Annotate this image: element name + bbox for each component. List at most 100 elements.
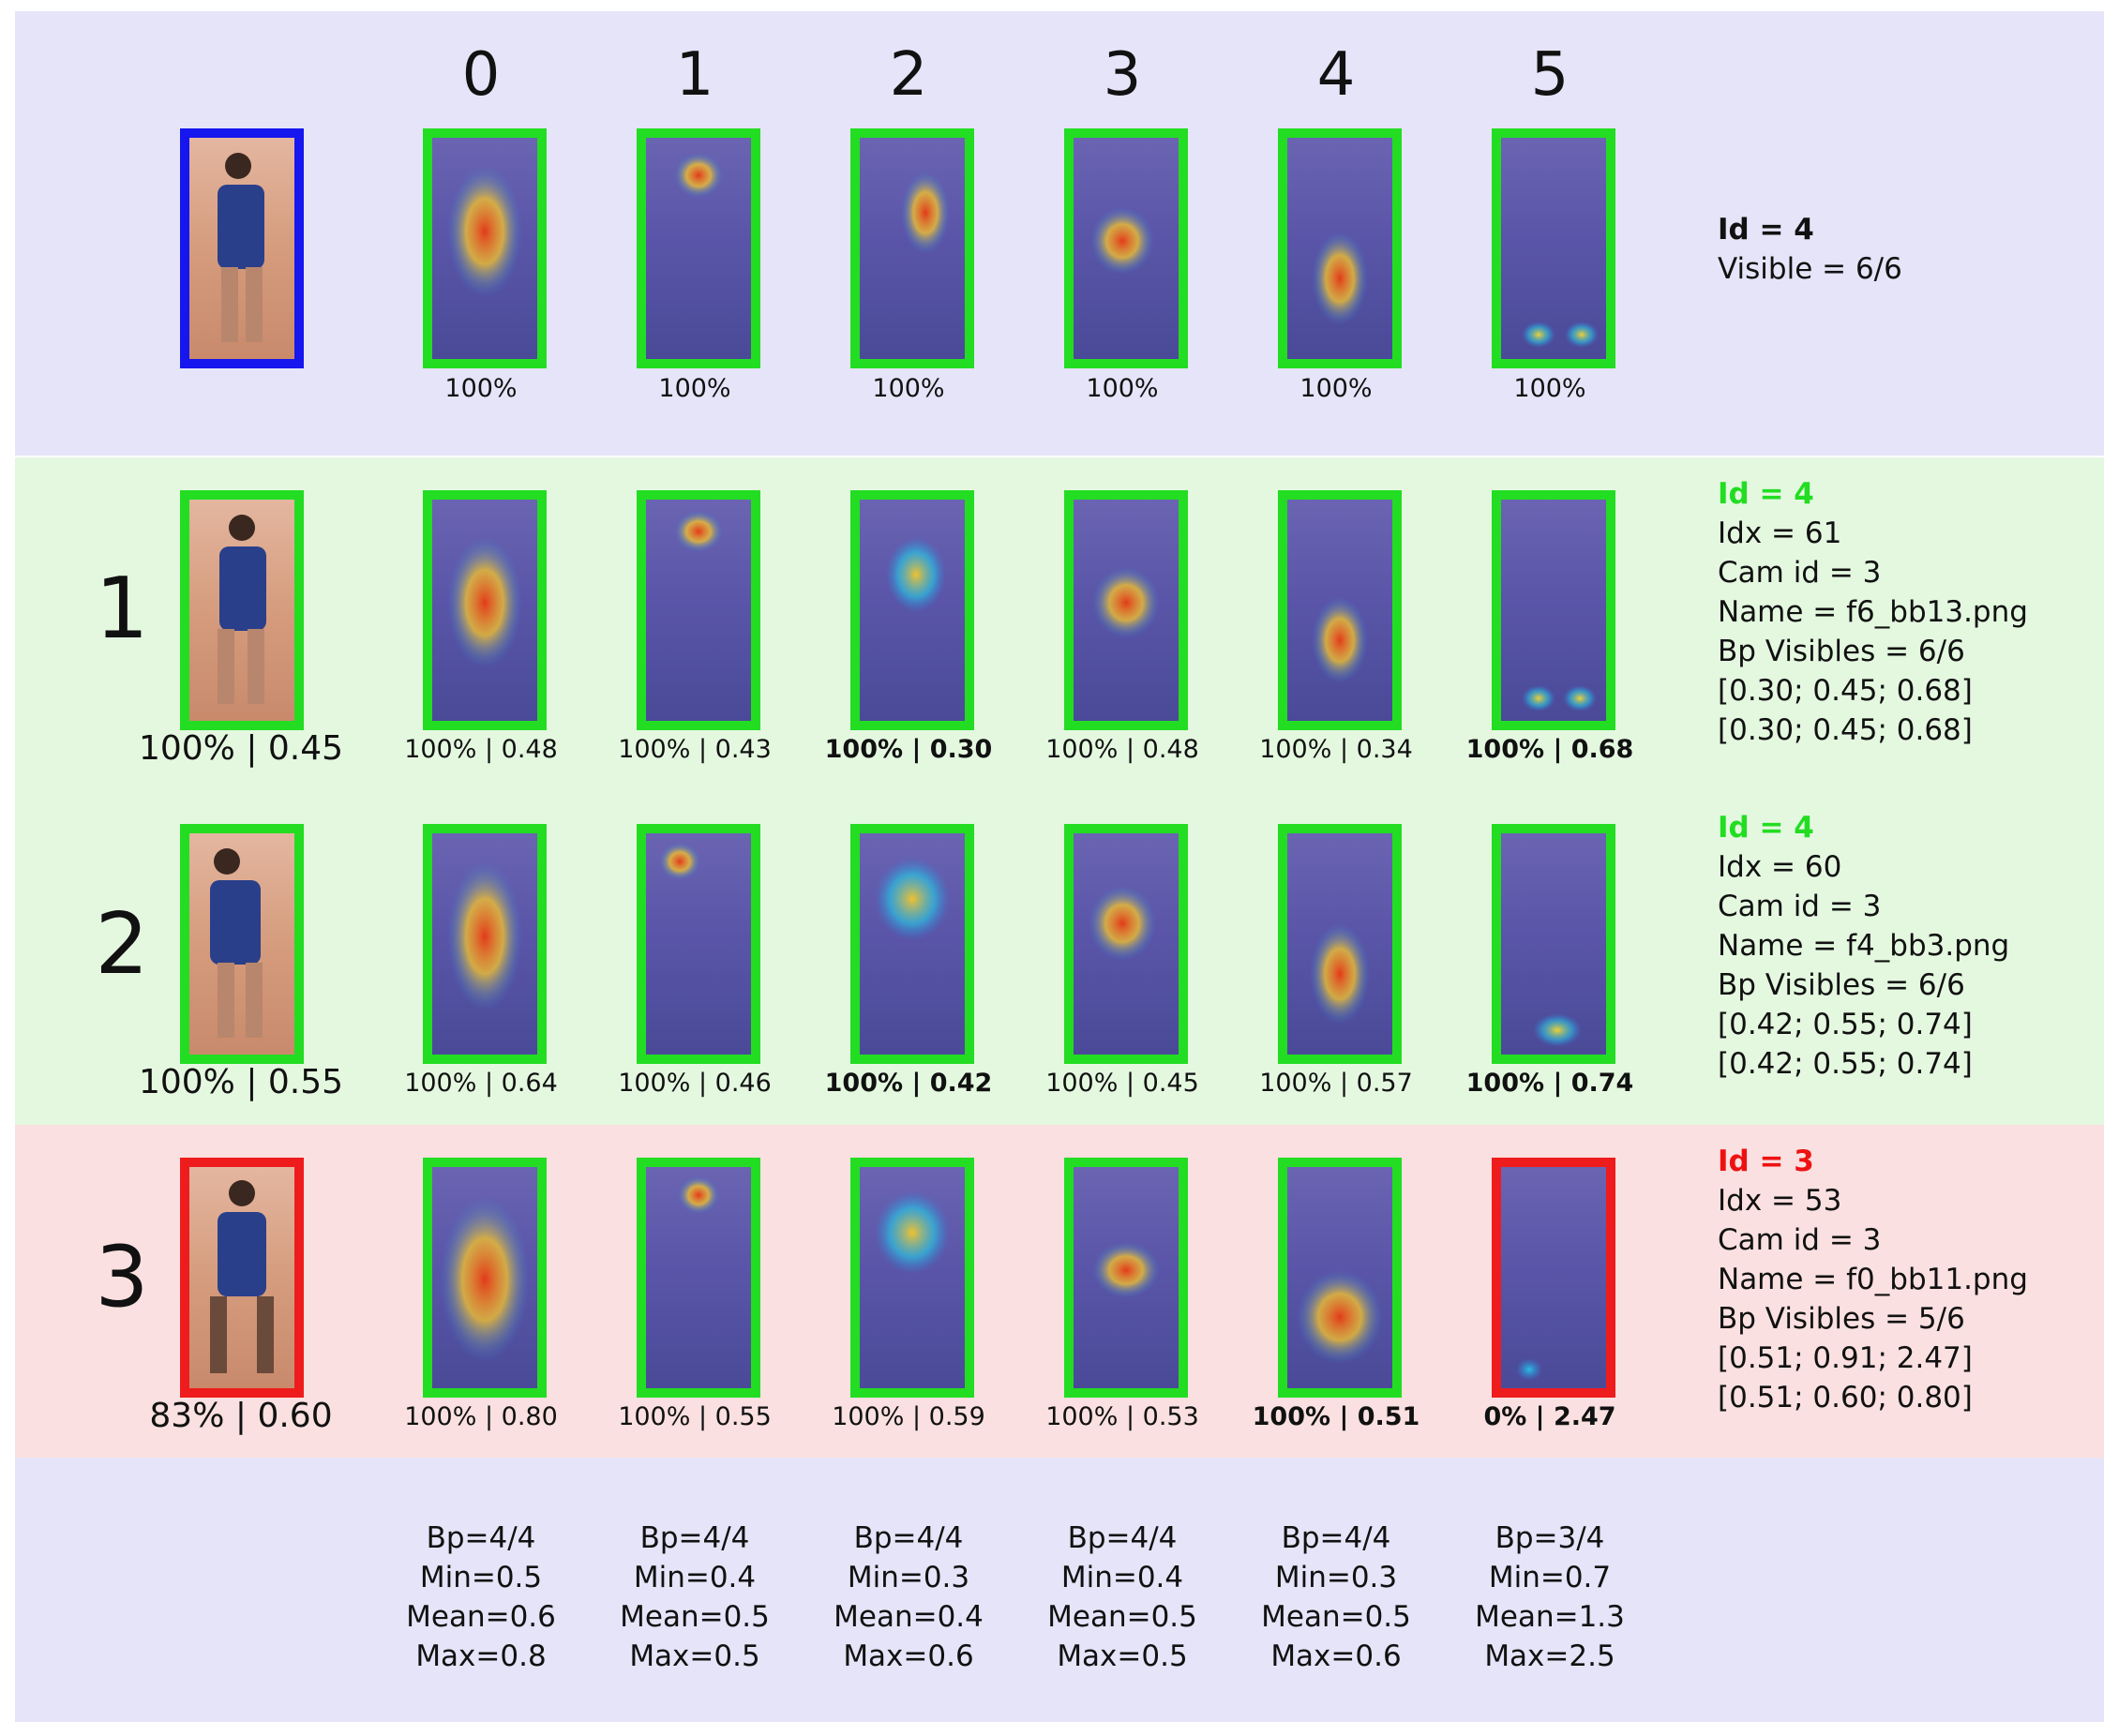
gallery-image[interactable] (180, 490, 304, 730)
gallery-idx: Idx = 53 (1718, 1184, 1842, 1218)
stats-max: Max=0.6 (843, 1639, 974, 1673)
gallery-bp-visibles: Bp Visibles = 5/6 (1718, 1302, 1965, 1336)
query-part-map[interactable] (850, 128, 974, 368)
heatmap-icon (674, 153, 723, 198)
heatmap-icon (447, 537, 522, 668)
stats-min: Min=0.4 (633, 1561, 757, 1594)
gallery-part-map[interactable] (1278, 824, 1402, 1064)
query-id: Id = 4 (1718, 213, 1814, 247)
heatmap-icon (659, 843, 700, 880)
gallery-part-map[interactable] (850, 1158, 974, 1398)
heatmap-icon (1310, 923, 1370, 1025)
heatmap-icon (886, 537, 946, 612)
heatmap-icon (1516, 1358, 1542, 1381)
stats-max: Max=0.5 (1057, 1639, 1188, 1673)
part-distance: 100% | 0.57 (1259, 1069, 1413, 1098)
gallery-part-map[interactable] (850, 824, 974, 1064)
query-part-map[interactable] (1492, 128, 1615, 368)
heatmap-icon (901, 172, 950, 254)
part-distance: 100% | 0.45 (1045, 1069, 1199, 1098)
query-part-map[interactable] (1064, 128, 1188, 368)
heatmap-icon (1090, 207, 1154, 275)
gallery-part-map[interactable] (1492, 490, 1615, 730)
gallery-cam: Cam id = 3 (1718, 1223, 1882, 1257)
stats-bp: Bp=4/4 (853, 1521, 964, 1555)
heatmap-icon (875, 1191, 950, 1274)
gallery-name: Name = f6_bb13.png (1718, 595, 2028, 629)
rank-label: 2 (95, 895, 149, 994)
gallery-image[interactable] (180, 1158, 304, 1398)
heatmap-icon (440, 1197, 530, 1362)
column-header: 0 (461, 40, 501, 110)
stats-mean: Mean=1.3 (1475, 1600, 1625, 1634)
gallery-part-map-mismatch[interactable] (1492, 1158, 1615, 1398)
stats-bp: Bp=4/4 (1281, 1521, 1391, 1555)
stats-bp: Bp=4/4 (639, 1521, 750, 1555)
query-part-visibility: 100% (1086, 374, 1159, 403)
gallery-visibility-distance: 100% | 0.45 (138, 729, 344, 768)
stats-bp: Bp=4/4 (426, 1521, 536, 1555)
player-silhouette-icon (218, 153, 264, 342)
stats-min: Min=0.7 (1488, 1561, 1612, 1594)
stats-mean: Mean=0.5 (1047, 1600, 1197, 1634)
gallery-part-map[interactable] (423, 1158, 547, 1398)
stats-bp: Bp=4/4 (1067, 1521, 1178, 1555)
query-image[interactable] (180, 128, 304, 368)
heatmap-icon (1312, 597, 1368, 683)
gallery-dist-stats: [0.42; 0.55; 0.74] (1718, 1008, 1973, 1041)
column-header: 3 (1103, 40, 1142, 110)
part-distance: 100% | 0.51 (1252, 1402, 1420, 1431)
query-part-map[interactable] (1278, 128, 1402, 368)
query-part-visibility: 100% (658, 374, 731, 403)
stats-band (15, 1458, 2104, 1722)
stats-min: Min=0.5 (419, 1561, 543, 1594)
gallery-part-map[interactable] (1064, 1158, 1188, 1398)
gallery-dist-stats: [0.51; 0.60; 0.80] (1718, 1381, 1973, 1414)
gallery-part-map[interactable] (1492, 824, 1615, 1064)
heatmap-icon (1533, 1013, 1582, 1047)
part-distance: 100% | 0.55 (618, 1402, 772, 1431)
query-part-visibility: 100% (444, 374, 518, 403)
part-distance: 100% | 0.68 (1465, 735, 1634, 764)
heatmap-icon (447, 861, 522, 1011)
query-part-map[interactable] (637, 128, 760, 368)
heatmap-icon (1522, 322, 1599, 348)
gallery-part-map[interactable] (423, 824, 547, 1064)
gallery-cam: Cam id = 3 (1718, 556, 1882, 590)
stats-min: Min=0.3 (1274, 1561, 1398, 1594)
gallery-image[interactable] (180, 824, 304, 1064)
gallery-part-map[interactable] (1064, 490, 1188, 730)
player-silhouette-icon (218, 515, 266, 704)
gallery-id: Id = 4 (1718, 811, 1814, 845)
query-info: Id = 4 Visible = 6/6 (1718, 210, 1902, 289)
gallery-part-map[interactable] (637, 824, 760, 1064)
player-silhouette-icon (210, 848, 263, 1038)
gallery-name: Name = f0_bb11.png (1718, 1263, 2028, 1296)
gallery-visibility-distance: 100% | 0.55 (138, 1063, 344, 1101)
gallery-part-map[interactable] (1064, 824, 1188, 1064)
gallery-id: Id = 4 (1718, 477, 1814, 511)
stats-mean: Mean=0.4 (834, 1600, 984, 1634)
gallery-part-map[interactable] (423, 490, 547, 730)
gallery-part-map[interactable] (850, 490, 974, 730)
gallery-dist-stats: [0.51; 0.91; 2.47] (1718, 1341, 1973, 1375)
stats-min: Min=0.4 (1060, 1561, 1184, 1594)
heatmap-icon (1092, 1242, 1160, 1298)
query-part-map[interactable] (423, 128, 547, 368)
gallery-part-map[interactable] (1278, 490, 1402, 730)
gallery-part-map[interactable] (637, 1158, 760, 1398)
query-part-visibility: 100% (1513, 374, 1586, 403)
gallery-part-map[interactable] (637, 490, 760, 730)
stats-max: Max=2.5 (1484, 1639, 1615, 1673)
gallery-dist-stats: [0.30; 0.45; 0.68] (1718, 713, 1973, 747)
query-part-visibility: 100% (872, 374, 945, 403)
part-distance: 100% | 0.34 (1259, 735, 1413, 764)
stats-max: Max=0.6 (1270, 1639, 1402, 1673)
part-stats: Bp=4/4 Min=0.4 Mean=0.5 Max=0.5 (1029, 1519, 1216, 1676)
gallery-part-map[interactable] (1278, 1158, 1402, 1398)
part-distance: 100% | 0.43 (618, 735, 772, 764)
gallery-info: Id = 3 Idx = 53 Cam id = 3 Name = f0_bb1… (1718, 1142, 2028, 1417)
stats-max: Max=0.8 (415, 1639, 547, 1673)
rank-label: 1 (95, 560, 149, 658)
stats-mean: Mean=0.5 (620, 1600, 770, 1634)
